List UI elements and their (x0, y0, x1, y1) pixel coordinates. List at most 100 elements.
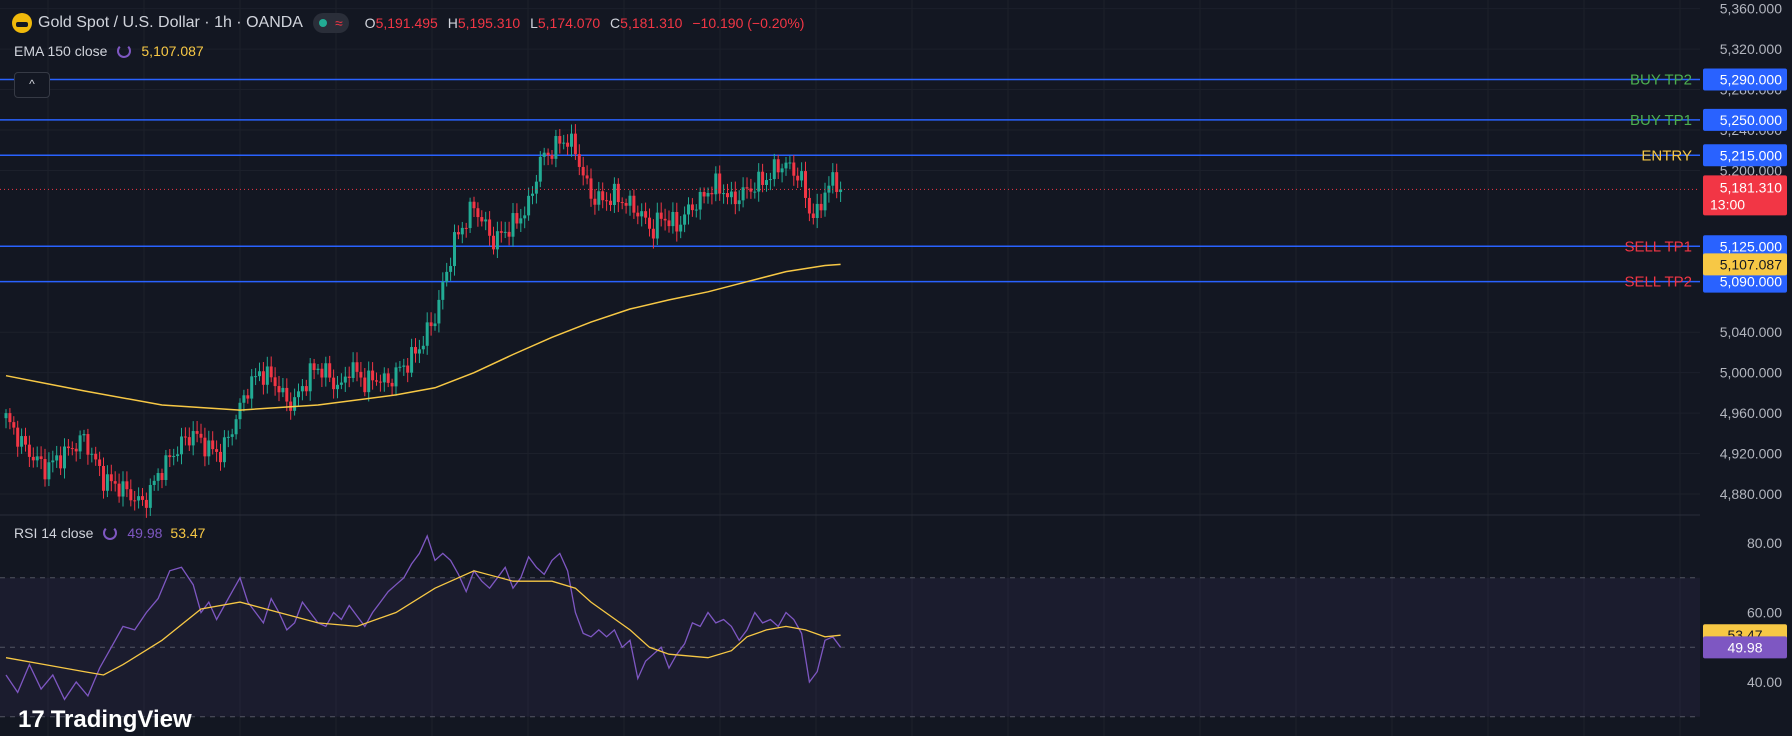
candle-body (761, 171, 765, 185)
candle-body (819, 203, 823, 211)
candle-body (156, 473, 160, 481)
candle-body (609, 200, 612, 206)
price-level-axis-tag (1703, 270, 1787, 293)
candle-body (308, 363, 312, 392)
candle-body (792, 162, 796, 176)
candle-body (141, 496, 144, 500)
candle-body (456, 232, 460, 235)
candle-body (125, 481, 129, 490)
candle-body (102, 465, 105, 491)
candle-body (655, 212, 659, 239)
candle-body (39, 456, 43, 460)
candle-body (191, 431, 195, 446)
candle-body (546, 152, 550, 156)
symbol-title[interactable]: Gold Spot / U.S. Dollar · 1h · OANDA (38, 14, 303, 31)
candle-body (437, 299, 441, 324)
candle-body (367, 370, 371, 393)
candle-body (690, 204, 694, 211)
low-value: 5,174.070 (537, 15, 601, 31)
rsi-axis-value: 49.98 (1727, 639, 1762, 655)
candle-body (831, 172, 835, 186)
candle-body (98, 459, 102, 466)
ema-line (5, 263, 841, 411)
price-level-axis-tag (1703, 108, 1787, 131)
rsi-legend[interactable]: RSI 14 close 49.98 53.47 (14, 525, 205, 541)
candle-body (222, 437, 226, 463)
loading-cycle-icon (117, 44, 132, 58)
candle-body (35, 456, 39, 461)
candle-body (59, 455, 63, 469)
gold-logo-icon (12, 13, 32, 33)
collapse-legend-button[interactable]: ^ (14, 72, 50, 98)
candle-body (495, 231, 499, 250)
candle-body (679, 224, 683, 232)
candle-body (137, 496, 141, 501)
candle-body (328, 363, 332, 378)
market-status-pill[interactable]: ≈ (312, 13, 349, 33)
candle-body (363, 377, 367, 393)
candle-body (620, 202, 624, 204)
candle-body (43, 459, 47, 480)
candle-body (273, 377, 277, 387)
candle-body (207, 440, 211, 457)
candle-body (246, 395, 250, 399)
candle-body (519, 218, 523, 224)
candle-body (616, 183, 620, 203)
rsi-ma-line (5, 570, 841, 676)
candle-body (527, 195, 531, 216)
candle-body (542, 152, 546, 157)
bar-countdown: 13:00 (1710, 196, 1745, 212)
price-tick-label: 5,320.000 (1720, 41, 1782, 57)
candle-body (390, 382, 394, 387)
candle-body (4, 413, 8, 419)
rsi-line (5, 534, 842, 701)
tradingview-logo[interactable]: 17 TradingView (18, 706, 192, 734)
candle-body (254, 376, 258, 378)
candle-body (675, 211, 679, 232)
candle-body (472, 201, 476, 209)
candle-body (277, 386, 281, 393)
candle-body (172, 455, 176, 458)
candle-body (722, 193, 726, 195)
candle-body (772, 159, 776, 180)
candle-body (316, 368, 320, 371)
candle-body (332, 377, 336, 390)
candle-body (729, 191, 733, 198)
candle-body (31, 456, 35, 461)
price-level-label: SELL TP1 (1624, 238, 1692, 255)
price-level-label: SELL TP2 (1624, 274, 1692, 291)
price-level-label: BUY TP1 (1630, 112, 1692, 129)
candle-body (304, 386, 308, 392)
candle-body (753, 191, 757, 193)
candle-body (499, 231, 503, 233)
candle-body (351, 362, 355, 378)
candle-body (281, 387, 285, 393)
candle-body (651, 228, 655, 239)
candle-body (63, 446, 66, 469)
candle-body (164, 455, 168, 480)
candle-body (550, 155, 554, 159)
candle-body (733, 191, 737, 205)
rsi-value: 49.98 (127, 525, 163, 541)
candle-body (168, 455, 172, 458)
candle-body (796, 175, 800, 181)
candle-body (648, 217, 651, 229)
candle-body (238, 402, 242, 420)
candle-body (659, 212, 663, 219)
candle-body (515, 213, 519, 224)
candle-body (558, 136, 562, 144)
candle-body (133, 500, 137, 502)
candle-body (339, 382, 343, 385)
rsi-ma-value: 53.47 (170, 525, 206, 541)
candle-body (449, 266, 453, 272)
candle-body (410, 347, 414, 373)
candle-body (601, 191, 605, 201)
high-value: 5,195.310 (457, 15, 521, 31)
ema-legend[interactable]: EMA 150 close 5,107.087 (14, 43, 204, 59)
close-label: C (610, 15, 621, 31)
candle-body (82, 434, 86, 436)
candle-body (534, 181, 538, 194)
last-price-axis-tag (1703, 175, 1787, 216)
candle-body (12, 422, 16, 428)
